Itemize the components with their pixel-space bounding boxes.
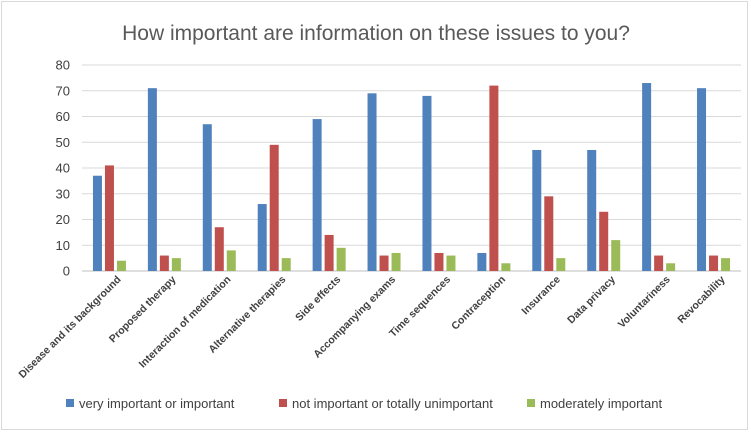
- bar-moderately: [226, 250, 236, 271]
- bars: [92, 83, 731, 272]
- bar-important: [312, 119, 322, 271]
- bar-important: [92, 175, 102, 271]
- x-category-label: Contraception: [449, 274, 508, 333]
- bar-important: [587, 149, 597, 271]
- bar-moderately: [116, 260, 126, 271]
- bar-important: [642, 83, 652, 272]
- bar-not-important: [269, 144, 279, 271]
- bar-not-important: [434, 252, 444, 271]
- legend-label: not important or totally unimportant: [292, 396, 493, 411]
- y-tick-label: 50: [56, 135, 70, 150]
- bar-important: [477, 252, 487, 271]
- bar-not-important: [379, 255, 389, 271]
- bar-not-important: [104, 165, 114, 271]
- y-tick-label: 10: [56, 238, 70, 253]
- bar-not-important: [654, 255, 664, 271]
- bar-important: [422, 95, 432, 272]
- y-tick-label: 60: [56, 109, 70, 124]
- x-category-label: Voluntariness: [616, 274, 673, 331]
- y-tick-label: 80: [56, 58, 70, 73]
- bar-moderately: [391, 252, 401, 271]
- y-tick-label: 20: [56, 212, 70, 227]
- gridlines: [82, 64, 741, 272]
- bar-not-important: [159, 255, 169, 271]
- y-tick-label: 30: [56, 186, 70, 201]
- chart-title: How important are information on these i…: [122, 22, 630, 45]
- bar-important: [532, 149, 542, 271]
- legend-swatch: [66, 399, 74, 407]
- legend-label: very important or important: [79, 396, 235, 411]
- x-category-label: Data privacy: [565, 274, 618, 327]
- x-category-label: Side effects: [293, 274, 343, 324]
- legend-swatch: [279, 399, 287, 407]
- bar-important: [257, 204, 267, 271]
- x-category-label: Interaction of medication: [137, 274, 234, 371]
- bar-not-important: [324, 234, 334, 271]
- x-category-label: Revocability: [675, 274, 727, 326]
- bar-not-important: [214, 227, 224, 271]
- bar-moderately: [556, 258, 566, 271]
- y-axis-ticks: 0 10 20 30 40 50 60 70 80: [56, 58, 70, 279]
- bar-important: [202, 124, 212, 271]
- bar-moderately: [666, 263, 676, 271]
- bar-moderately: [171, 258, 181, 271]
- bar-moderately: [611, 240, 621, 271]
- bar-important: [367, 93, 377, 271]
- bar-important: [697, 88, 707, 271]
- y-tick-label: 0: [63, 264, 70, 279]
- x-category-label: Insurance: [519, 274, 563, 318]
- bar-not-important: [544, 196, 554, 271]
- bar-moderately: [281, 258, 291, 271]
- bar-not-important: [709, 255, 719, 271]
- y-tick-label: 70: [56, 83, 70, 98]
- x-category-label: Time sequences: [387, 274, 453, 340]
- legend: very important or important not important…: [66, 396, 662, 411]
- bar-moderately: [336, 247, 346, 271]
- legend-label: moderately important: [540, 396, 662, 411]
- bar-not-important: [489, 85, 499, 271]
- bar-moderately: [721, 258, 731, 271]
- bar-not-important: [599, 211, 609, 271]
- legend-swatch: [527, 399, 535, 407]
- bar-moderately: [501, 263, 511, 271]
- y-tick-label: 40: [56, 161, 70, 176]
- bar-important: [147, 88, 157, 271]
- x-category-label: Disease and its background: [16, 274, 123, 381]
- bar-moderately: [446, 255, 456, 271]
